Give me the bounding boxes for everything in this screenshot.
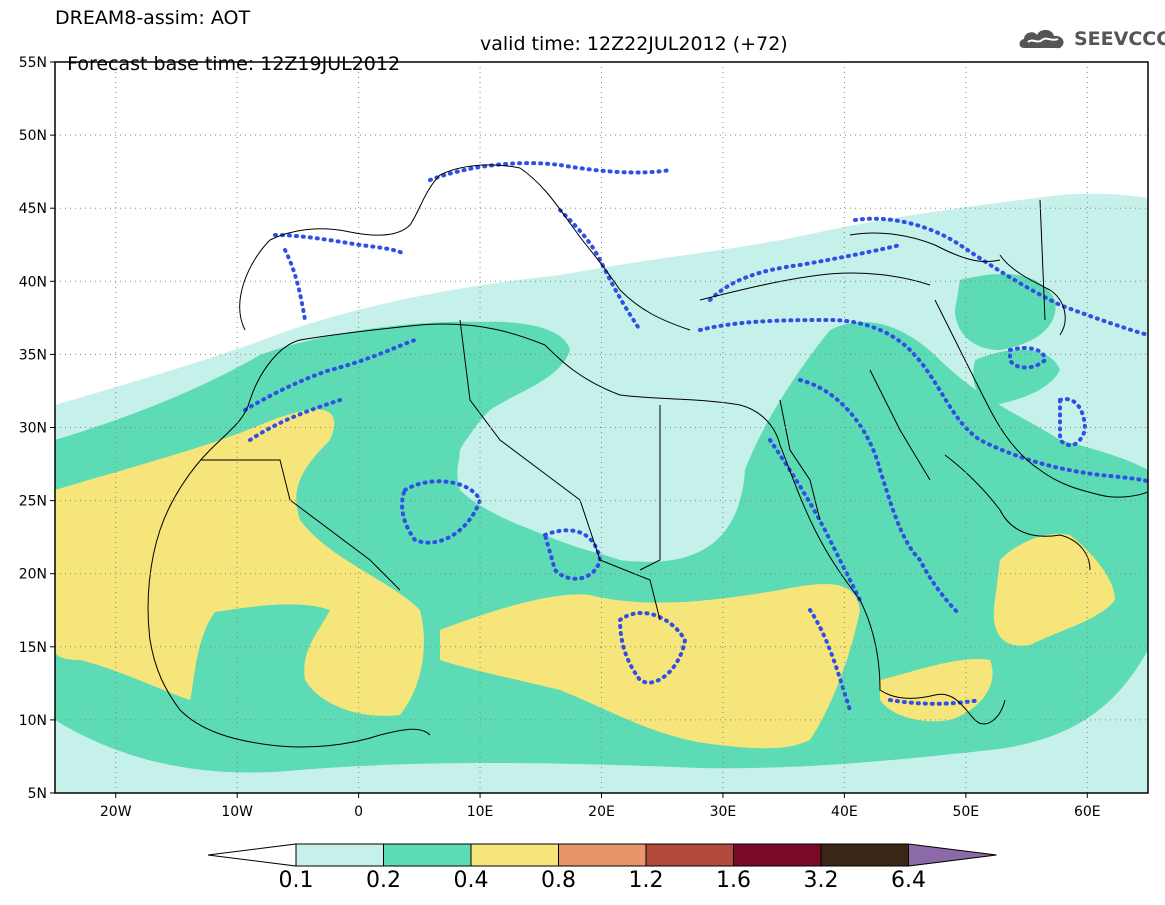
aot-patch-sahel <box>440 584 860 749</box>
lat-label: 40N <box>19 274 47 290</box>
colorbar-level-label: 0.4 <box>453 868 489 893</box>
colorbar-box <box>820 843 909 867</box>
colorbar-level-label: 0.1 <box>278 868 314 893</box>
colorbar-under-triangle <box>207 843 297 867</box>
colorbar-level-label: 3.2 <box>803 868 839 893</box>
lon-label: 20E <box>588 804 615 820</box>
colorbar-level-label: 6.4 <box>891 868 926 893</box>
lat-label: 25N <box>19 494 47 510</box>
lon-label: 30E <box>710 804 737 820</box>
aot-patch-caspian <box>955 274 1056 350</box>
colorbar-over-triangle <box>908 843 997 867</box>
title-line-2: Forecast base time: 12Z19JUL2012 valid t… <box>55 34 788 94</box>
aot-patch-west-africa <box>55 409 424 716</box>
longitude-labels: 20W 10W 0 10E 20E 30E 40E 50E 60E <box>100 804 1101 820</box>
aot-patch-libya <box>459 380 746 561</box>
lat-label: 30N <box>19 421 47 437</box>
lon-label: 0 <box>354 804 363 820</box>
colorbar-level-label: 0.2 <box>366 868 401 893</box>
colorbar-level-label: 0.8 <box>541 868 576 893</box>
logo-text: SEEVCCC <box>1074 28 1165 50</box>
lon-label: 40E <box>831 804 858 820</box>
colorbar-box <box>645 843 734 867</box>
lat-label: 10N <box>19 713 47 729</box>
colorbar-box <box>470 843 559 867</box>
axis-ticks <box>50 61 1088 798</box>
lat-label: 15N <box>19 640 47 656</box>
aot-patch-arabia <box>993 533 1115 646</box>
lon-label: 20W <box>100 804 132 820</box>
aot-contours <box>243 161 1148 712</box>
lat-label: 45N <box>19 201 47 217</box>
lon-label: 10W <box>221 804 253 820</box>
lat-label: 55N <box>19 55 47 71</box>
colorbar-box <box>383 843 472 867</box>
lon-label: 60E <box>1074 804 1101 820</box>
lat-label: 35N <box>19 347 47 363</box>
base-time-label: Forecast base time: 12Z19JUL2012 <box>67 53 401 75</box>
lat-label: 50N <box>19 128 47 144</box>
latitude-labels: 55N 50N 45N 40N 35N 30N 25N 20N 15N 10N 5N <box>19 55 47 802</box>
colorbar-box <box>733 843 822 867</box>
title-line-1: DREAM8-assim: AOT <box>55 7 251 29</box>
coastlines <box>147 164 1148 748</box>
lon-label: 10E <box>467 804 494 820</box>
colorbar-level-label: 1.2 <box>628 868 664 893</box>
colorbar-level-label: 1.6 <box>716 868 751 893</box>
seevccc-logo: SEEVCCC <box>1016 24 1165 54</box>
colorbar-box <box>295 843 384 867</box>
aot-patch-yemen <box>880 659 993 722</box>
lon-label: 50E <box>952 804 979 820</box>
valid-time-label: valid time: 12Z22JUL2012 (+72) <box>480 33 788 55</box>
lat-label: 20N <box>19 567 47 583</box>
graticule <box>55 62 1148 793</box>
colorbar-box <box>558 843 647 867</box>
aot-field <box>55 161 1148 793</box>
cloud-logo-icon <box>1019 29 1064 49</box>
lat-label: 5N <box>28 786 47 802</box>
